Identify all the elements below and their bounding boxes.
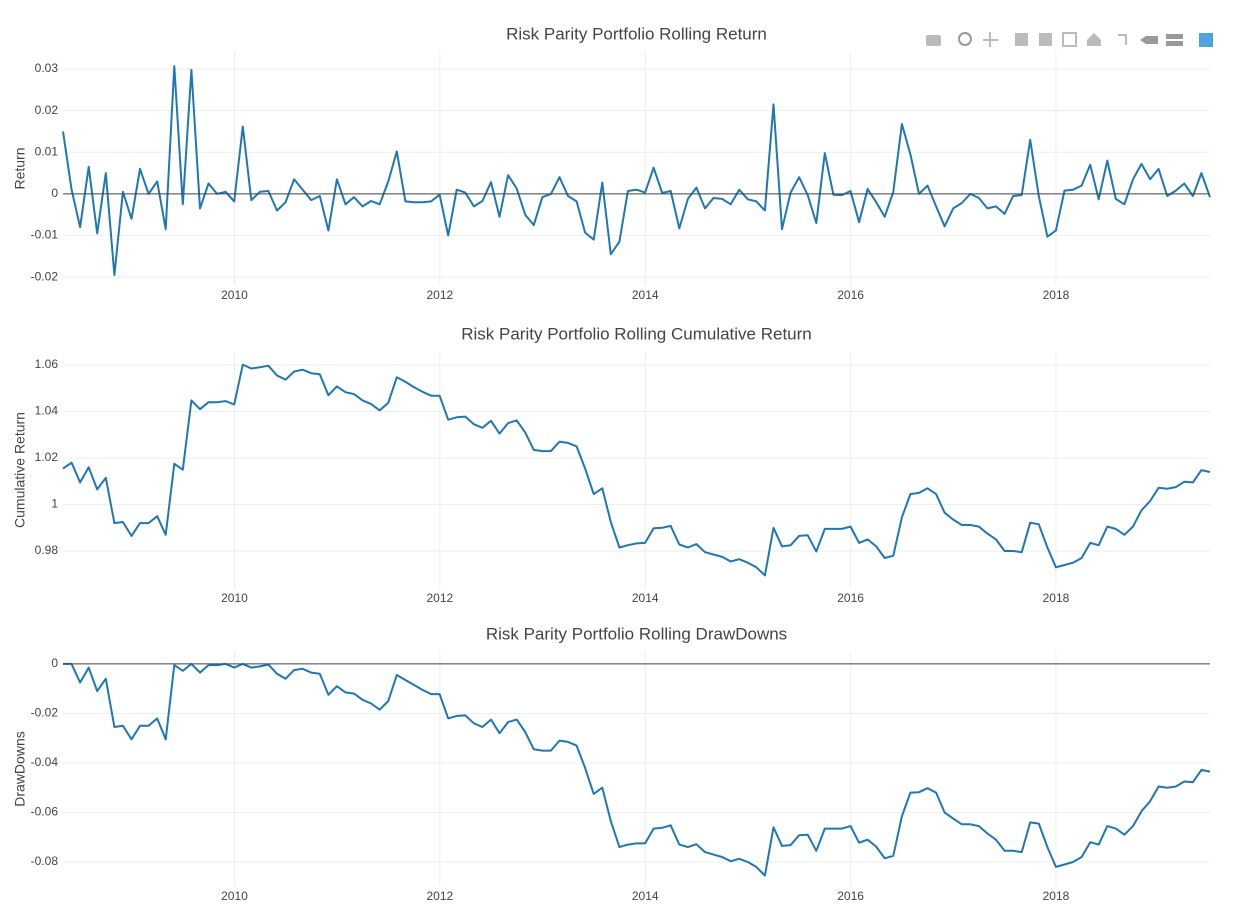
- x-tick-label: 2018: [1043, 288, 1070, 302]
- x-tick-label: 2014: [632, 591, 659, 605]
- y-tick-label: -0.04: [31, 755, 59, 769]
- chart-title: Risk Parity Portfolio Rolling Return: [506, 24, 767, 43]
- y-tick-label: -0.02: [31, 269, 59, 283]
- spike-icon[interactable]: [1118, 34, 1127, 45]
- y-tick-label: 0.01: [35, 144, 59, 158]
- x-tick-label: 2010: [221, 591, 248, 605]
- zoom-in-icon[interactable]: [1015, 33, 1028, 46]
- y-tick-label: -0.08: [31, 854, 59, 868]
- y-tick-label: 0.03: [35, 61, 59, 75]
- x-tick-label: 2012: [427, 288, 454, 302]
- y-tick-label: -0.02: [31, 706, 59, 720]
- toolbar: [926, 32, 1213, 47]
- zoom-icon[interactable]: [958, 32, 972, 46]
- y-axis-title: Cumulative Return: [12, 412, 28, 528]
- x-tick-label: 2016: [837, 591, 864, 605]
- x-tick-label: 2010: [221, 889, 248, 903]
- y-tick-label: 1.02: [35, 450, 59, 464]
- y-axis-title: DrawDowns: [12, 731, 28, 806]
- x-tick-label: 2018: [1043, 889, 1070, 903]
- y-tick-label: 0.98: [35, 543, 59, 557]
- chart-title: Risk Parity Portfolio Rolling Cumulative…: [461, 324, 812, 343]
- y-tick-label: -0.01: [31, 228, 59, 242]
- hover-compare-icon[interactable]: [1166, 34, 1183, 39]
- x-tick-label: 2012: [427, 889, 454, 903]
- camera-icon[interactable]: [926, 35, 941, 46]
- pan-icon[interactable]: [983, 32, 998, 47]
- data-line: [62, 363, 1211, 577]
- y-tick-label: 0.02: [35, 103, 59, 117]
- y-axis-title: Return: [12, 147, 28, 189]
- y-tick-label: 1.06: [35, 357, 59, 371]
- data-line: [62, 65, 1211, 276]
- x-tick-label: 2012: [427, 591, 454, 605]
- hover-closest-icon[interactable]: [1140, 36, 1158, 44]
- y-tick-label: 1: [51, 497, 58, 511]
- zoom-out-icon[interactable]: [1039, 33, 1052, 46]
- x-tick-label: 2010: [221, 288, 248, 302]
- y-tick-label: 0: [51, 656, 58, 670]
- data-line: [63, 662, 1211, 877]
- y-tick-label: 1.04: [35, 404, 59, 418]
- autoscale-icon[interactable]: [1062, 32, 1077, 47]
- plotly-logo[interactable]: [1199, 33, 1213, 47]
- y-tick-label: 0: [51, 186, 58, 200]
- hover-compare-icon-part: [1166, 41, 1183, 46]
- y-tick-label: -0.06: [31, 805, 59, 819]
- x-tick-label: 2014: [632, 288, 659, 302]
- x-tick-label: 2016: [837, 889, 864, 903]
- x-tick-label: 2016: [837, 288, 864, 302]
- x-tick-label: 2014: [632, 889, 659, 903]
- x-tick-label: 2018: [1043, 591, 1070, 605]
- chart-title: Risk Parity Portfolio Rolling DrawDowns: [486, 624, 787, 643]
- reset-icon[interactable]: [1087, 33, 1101, 46]
